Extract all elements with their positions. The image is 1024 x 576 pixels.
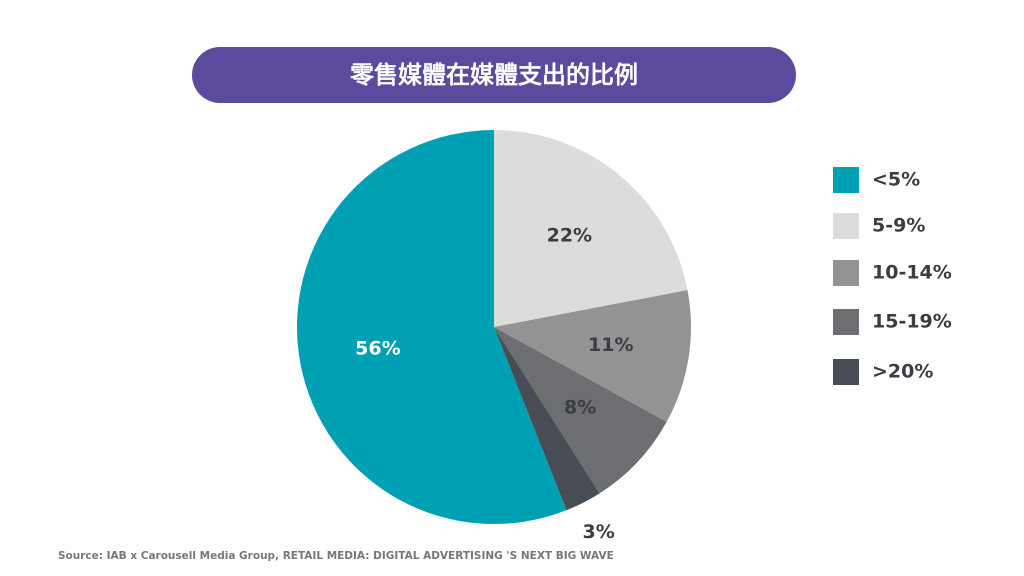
chart-title: 零售媒體在媒體支出的比例 [349,61,638,89]
legend-swatch [833,167,859,193]
pie-slice [494,327,667,494]
legend-label: 10-14% [872,262,952,284]
legend-swatch [833,309,859,335]
data-label: 22% [547,224,592,246]
legend-label: 5-9% [872,215,925,237]
legend-label: 15-19% [872,311,952,333]
legend-swatch [833,213,859,239]
pie-slice [297,130,567,524]
legend-swatch [833,260,859,286]
source: Source: IAB x Carousell Media Group, RET… [58,550,614,562]
data-label: 8% [564,396,596,418]
data-label: 56% [355,338,400,360]
legend-swatch [833,359,859,385]
data-label: 3% [583,521,615,543]
pie-slice [494,130,688,327]
pie-slice [494,327,600,511]
pie-slice [494,290,691,422]
data-label: 11% [588,334,633,356]
legend-label: >20% [872,361,933,383]
title-pill [192,47,796,103]
legend-label: <5% [872,169,920,191]
